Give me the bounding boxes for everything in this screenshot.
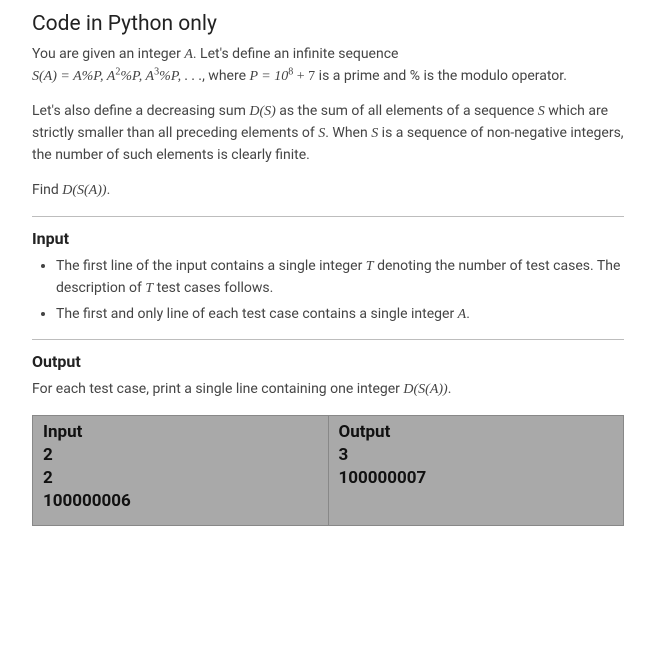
seq: %P, . . . [159, 69, 202, 84]
io-line: 100000006 [43, 490, 318, 513]
text: For each test case, print a single line … [32, 381, 403, 397]
text: Let's also define a decreasing sum [32, 103, 249, 119]
list-item: The first line of the input contains a s… [56, 256, 624, 299]
io-output-label: Output [339, 422, 614, 442]
divider [32, 339, 624, 340]
seq: %P, A [120, 69, 154, 84]
text: The first and only line of each test cas… [56, 306, 458, 322]
intro-paragraph-1: You are given an integer A. Let's define… [32, 44, 624, 66]
text: . [107, 182, 111, 198]
plus7: + 7 [293, 69, 315, 84]
input-heading: Input [32, 229, 624, 248]
DSA: D(S(A)) [403, 382, 447, 397]
DSA: D(S(A)) [62, 183, 106, 198]
io-output-column: Output 3 100000007 [329, 415, 625, 526]
var-A: A [184, 47, 193, 62]
var-A: A [458, 307, 467, 322]
input-list: The first line of the input contains a s… [32, 256, 624, 325]
io-line: 3 [339, 444, 614, 467]
intro-paragraph-3: Find D(S(A)). [32, 180, 624, 202]
text: . When [325, 125, 371, 141]
io-line: 2 [43, 444, 318, 467]
page-title: Code in Python only [32, 12, 624, 36]
var-S: S [538, 104, 545, 119]
text: is a prime and % is the modulo operator. [315, 68, 567, 84]
DS: D(S) [249, 104, 275, 119]
seq: S(A) = A%P, A [32, 69, 115, 84]
text: You are given an integer [32, 46, 184, 62]
text: Find [32, 182, 62, 198]
output-heading: Output [32, 352, 624, 371]
text: . [466, 306, 470, 322]
text: as the sum of all elements of a sequence [276, 103, 538, 119]
intro-paragraph-2: Let's also define a decreasing sum D(S) … [32, 101, 624, 166]
io-example-table: Input 2 2 100000006 Output 3 100000007 [32, 415, 624, 526]
text: . Let's define an infinite sequence [193, 46, 399, 62]
divider [32, 216, 624, 217]
io-input-label: Input [43, 422, 318, 442]
output-paragraph: For each test case, print a single line … [32, 379, 624, 401]
text: The first line of the input contains a s… [56, 258, 366, 274]
var-T: T [366, 259, 374, 274]
list-item: The first and only line of each test cas… [56, 304, 624, 326]
text: . [448, 381, 452, 397]
io-line: 100000007 [339, 467, 614, 490]
text: , where [202, 68, 249, 84]
io-line: 2 [43, 467, 318, 490]
sequence-definition: S(A) = A%P, A2%P, A3%P, . . ., where P =… [32, 66, 624, 88]
P-eq: P = 10 [249, 69, 288, 84]
text: test cases follows. [153, 280, 273, 296]
io-input-column: Input 2 2 100000006 [32, 415, 329, 526]
